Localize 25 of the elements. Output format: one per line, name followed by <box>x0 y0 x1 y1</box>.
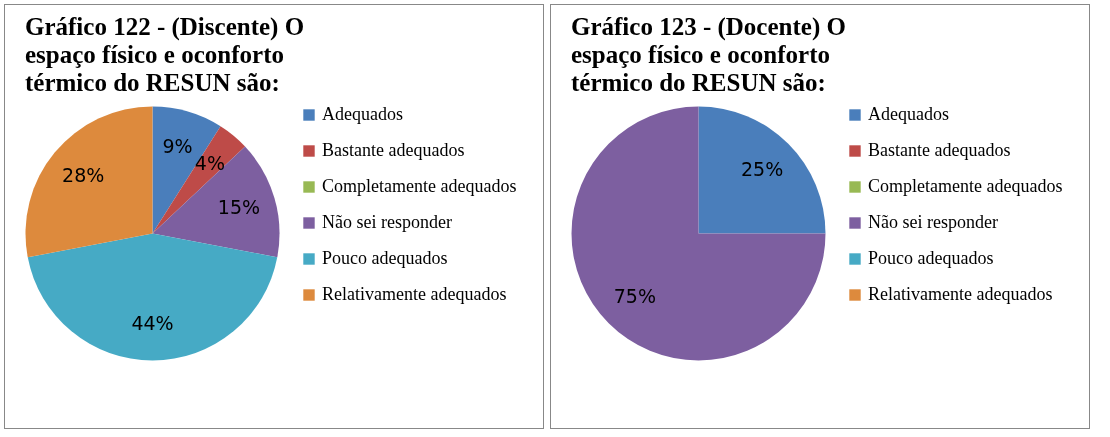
data-label: 4% <box>194 152 225 175</box>
legend-label: Pouco adequados <box>868 248 994 268</box>
pie-slice <box>571 106 826 361</box>
data-label: 75% <box>613 285 656 308</box>
chart-title: Gráfico 123 - (Docente) O espaço físico e oconforto térmico do RESUN são: <box>571 13 846 96</box>
data-label: 9% <box>162 135 193 158</box>
legend-label: Adequados <box>868 104 949 124</box>
legend-label: Bastante adequados <box>868 140 1011 160</box>
legend-label: Completamente adequados <box>868 176 1063 196</box>
legend-label: Não sei responder <box>868 212 998 232</box>
legend-label: Não sei responder <box>322 212 452 232</box>
legend-label: Completamente adequados <box>322 176 517 196</box>
legend-label: Bastante adequados <box>322 140 465 160</box>
data-label: 25% <box>741 157 784 180</box>
chart-title: Gráfico 122 - (Discente) O espaço físico e oconforto térmico do RESUN são: <box>25 13 305 96</box>
pie-slice <box>25 106 153 258</box>
legend-label: Adequados <box>322 104 403 124</box>
pie-slice <box>27 233 278 361</box>
legend-label: Pouco adequados <box>322 248 448 268</box>
data-label: 44% <box>131 311 174 334</box>
data-label: 15% <box>217 196 261 219</box>
pie-slice <box>698 106 826 234</box>
legend-label: Relativamente adequados <box>868 284 1053 304</box>
data-label: 28% <box>62 164 105 187</box>
legend-label: Relativamente adequados <box>322 284 507 304</box>
